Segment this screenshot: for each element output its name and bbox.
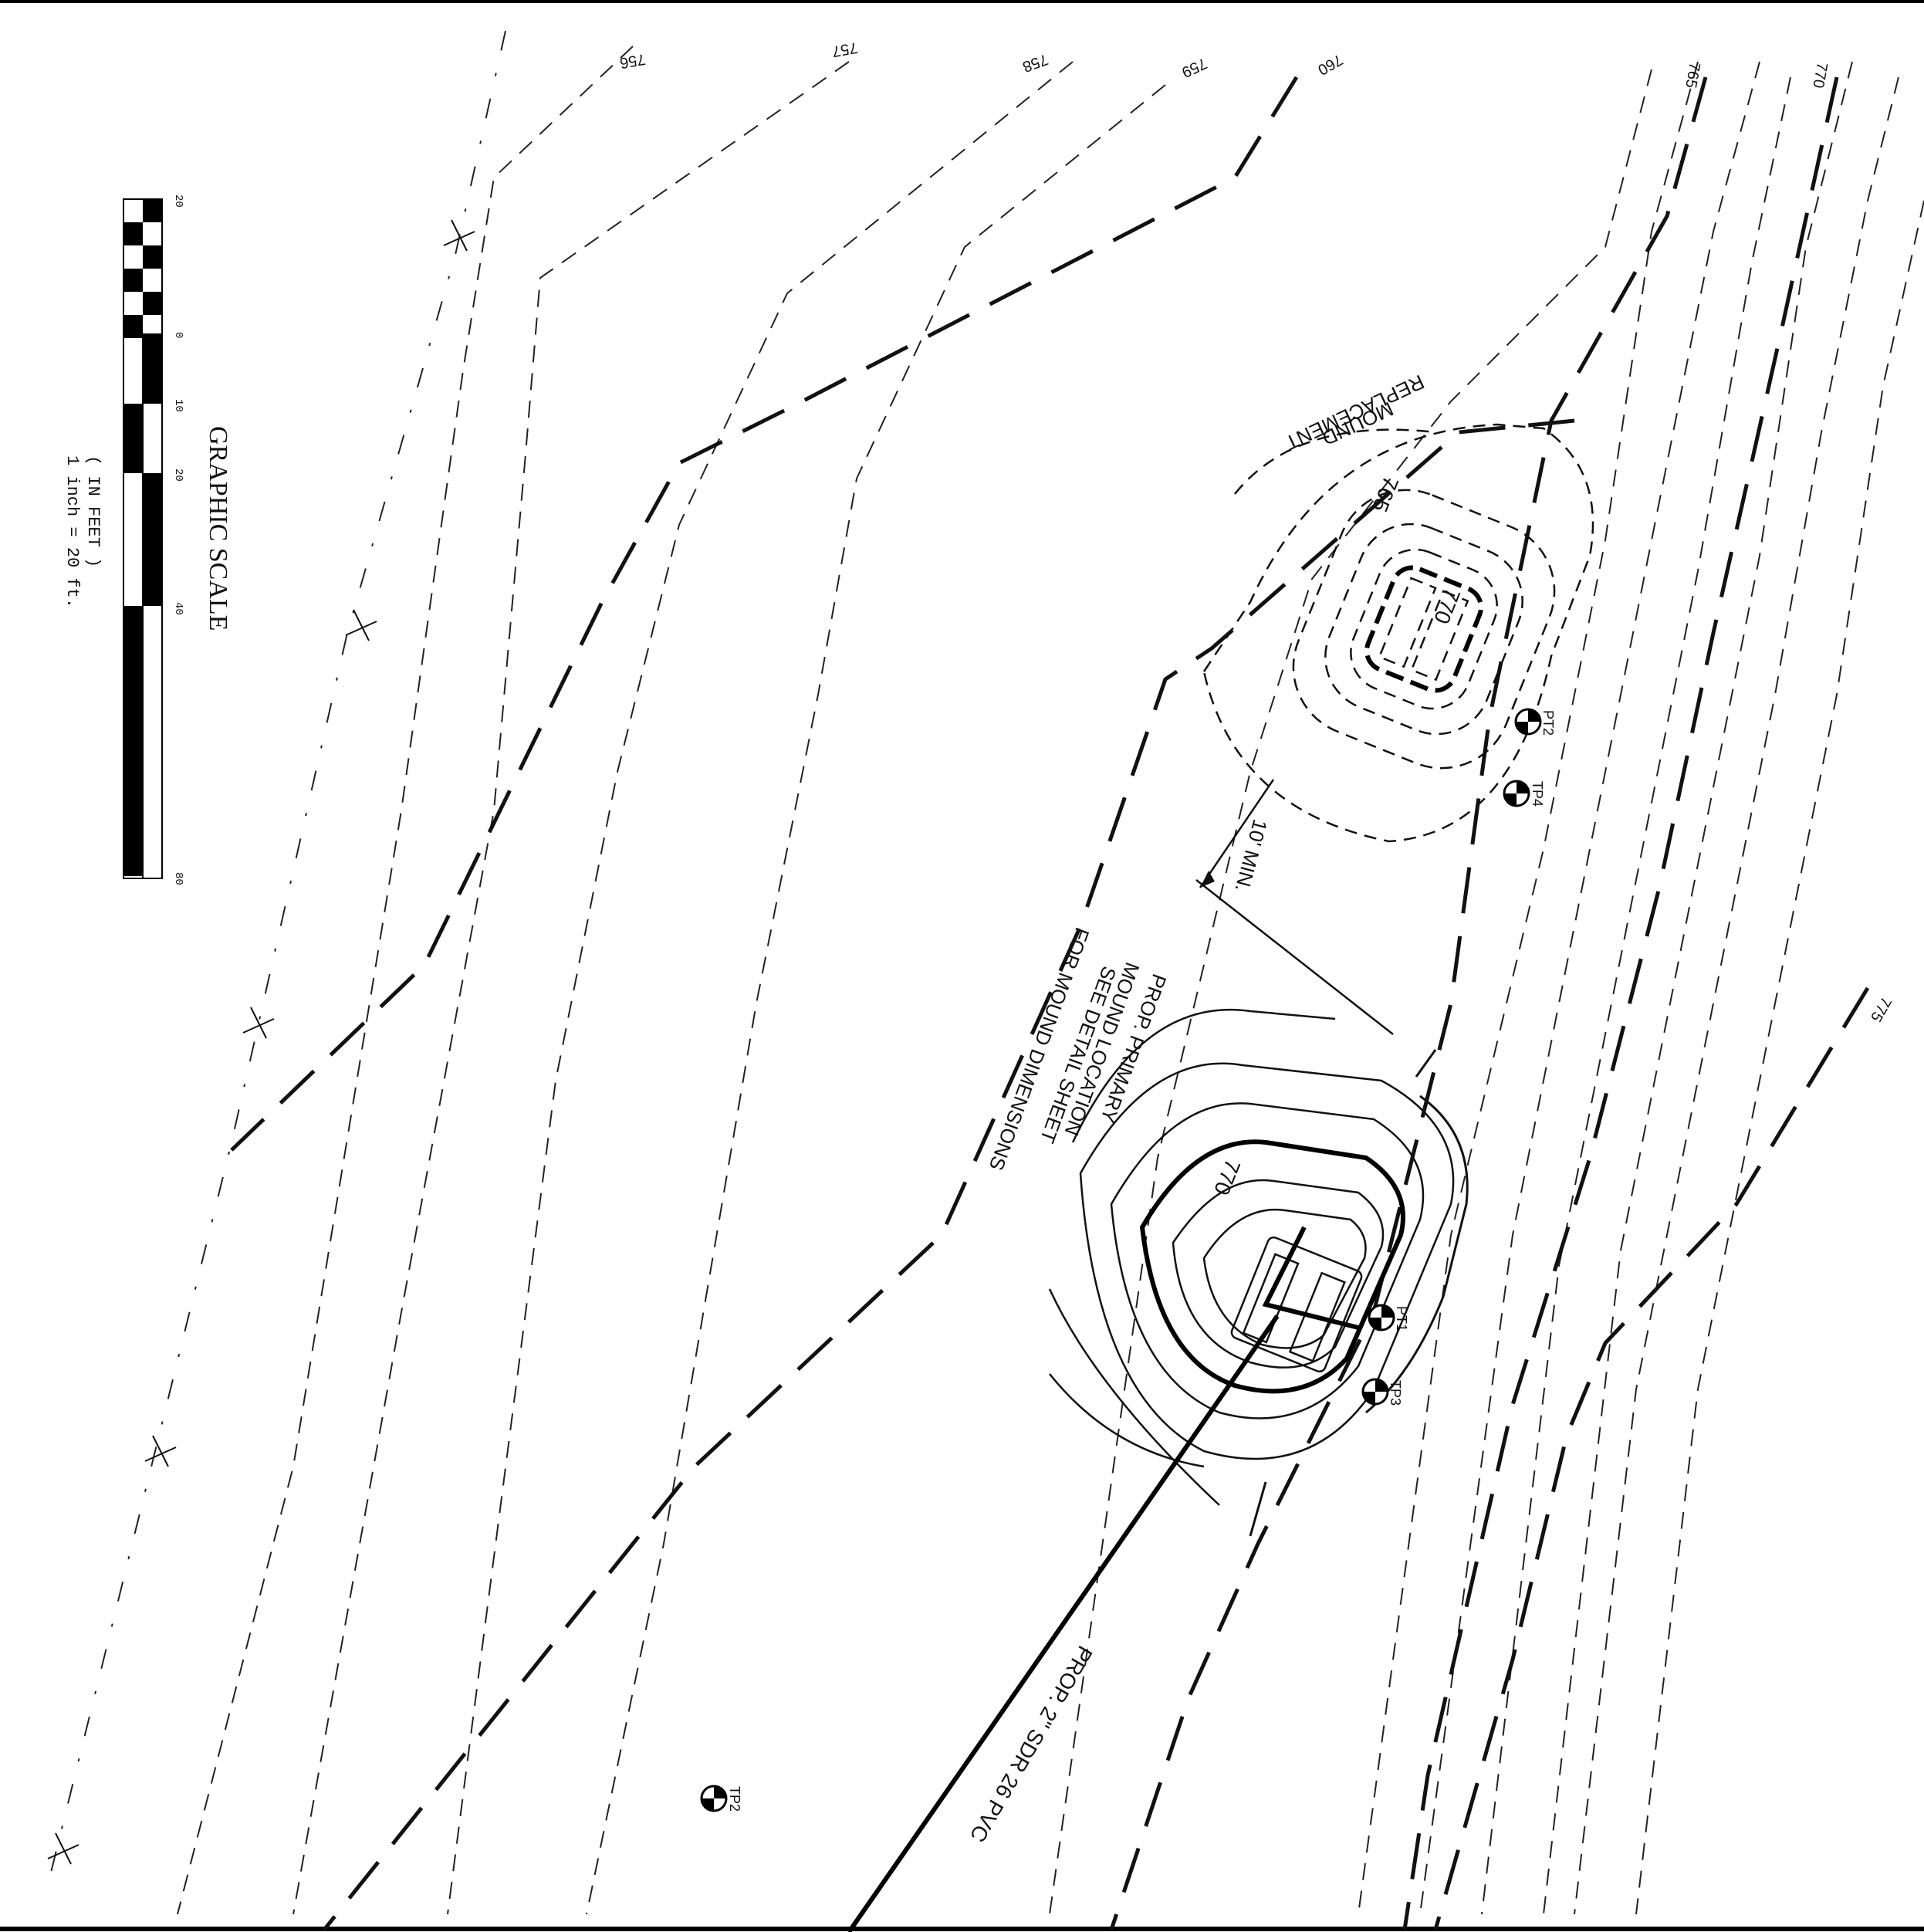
contour-765-east	[1111, 77, 1706, 1930]
scale-tick-40: 40	[172, 602, 184, 615]
contour-label-765: 765	[1682, 61, 1703, 90]
contour-label-756: 756	[618, 50, 647, 71]
test-pit-pt2-icon	[1516, 709, 1540, 734]
graphic-scale-units: ( IN FEET )	[83, 455, 103, 567]
test-pit-pt1-icon	[1369, 1305, 1394, 1330]
scale-tick-20-left: 20	[172, 195, 184, 208]
label-pt1: PT1	[1394, 1306, 1409, 1331]
label-tp2: TP2	[727, 1786, 742, 1812]
scale-tick-10: 10	[172, 399, 184, 412]
label-pt2: PT2	[1540, 710, 1556, 736]
test-pit-tp2-icon	[702, 1786, 726, 1811]
scale-tick-20: 20	[172, 469, 184, 482]
contour-label-757: 757	[830, 39, 859, 59]
contour-770-east	[1405, 77, 1837, 1930]
contour-label-775: 775	[1867, 994, 1895, 1025]
scale-tick-80: 80	[172, 872, 184, 885]
separation-dimension	[1196, 780, 1393, 1034]
test-pit-tp4-icon	[1504, 781, 1529, 806]
contour-label-770-primary: 770	[1209, 1156, 1245, 1199]
graphic-scale-ratio: 1 inch = 20 ft.	[63, 455, 82, 608]
contour-label-760: 760	[1315, 51, 1346, 79]
label-tp4: TP4	[1530, 781, 1545, 807]
graphic-scale-title: GRAPHIC SCALE	[204, 426, 232, 631]
graphic-scale	[123, 199, 162, 878]
contours-minor	[178, 46, 1924, 1914]
contour-label-770: 770	[1809, 61, 1830, 90]
pvc-pipe	[849, 1316, 1277, 1932]
test-pit-tp3-icon	[1363, 1379, 1388, 1404]
contour-label-759: 759	[1179, 54, 1210, 80]
contour-label-758: 758	[1020, 50, 1050, 75]
label-tp3: TP3	[1388, 1380, 1403, 1406]
separation-label: 10' MIN.	[1230, 817, 1272, 894]
test-pit-symbols	[702, 709, 1540, 1811]
fence-line	[46, 31, 506, 1891]
scale-tick-0: 0	[172, 332, 184, 338]
